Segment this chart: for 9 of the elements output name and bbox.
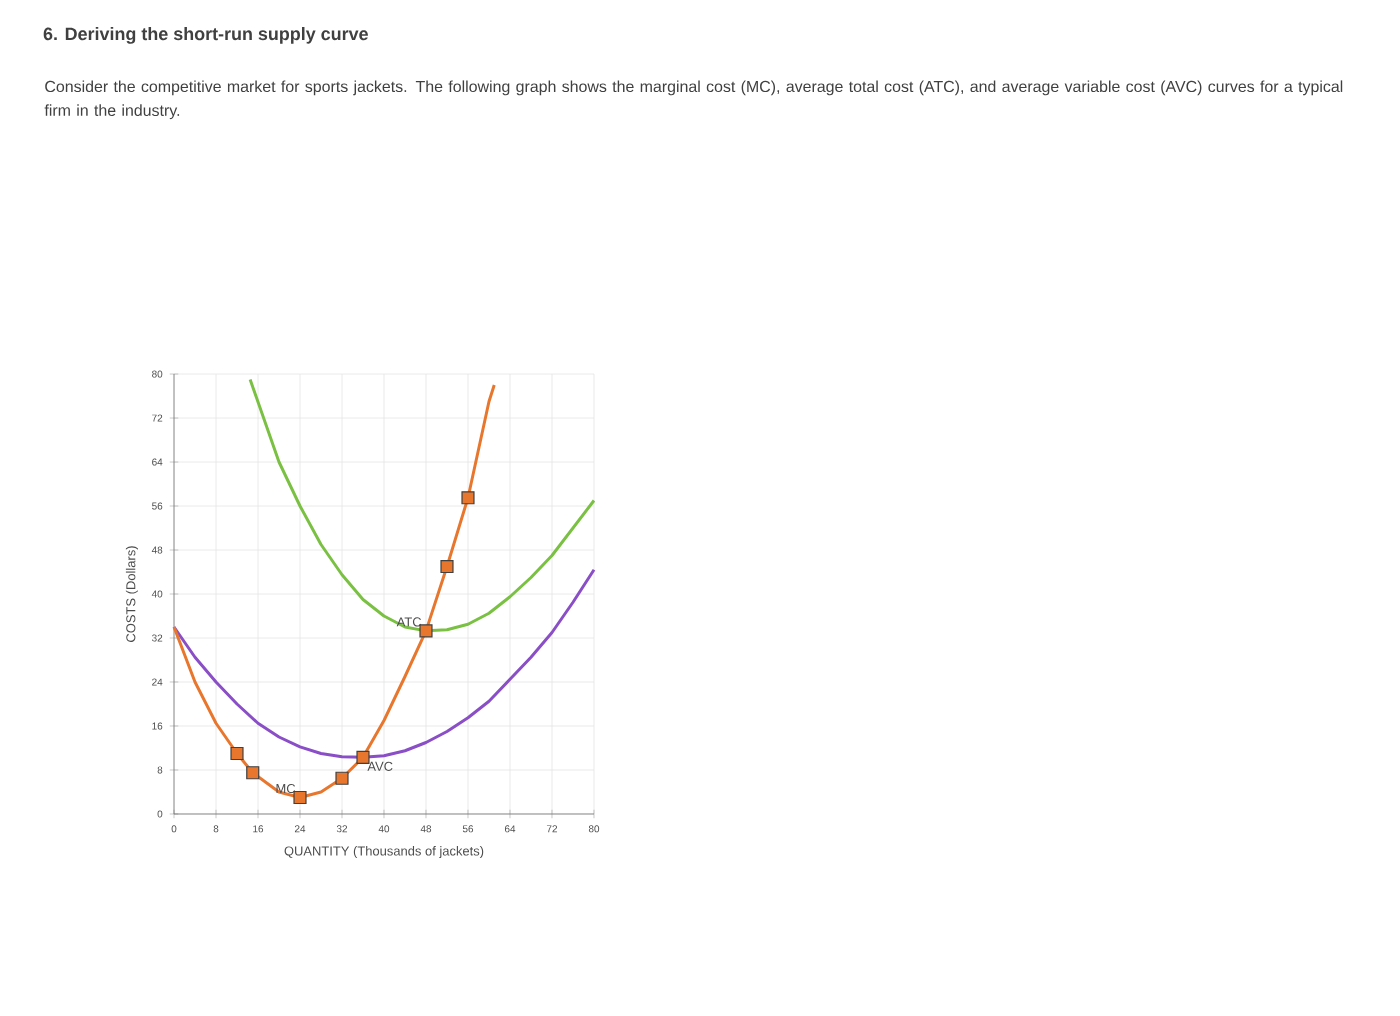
point bbox=[419, 624, 433, 638]
point bbox=[461, 491, 475, 505]
point bbox=[230, 746, 244, 761]
point bbox=[356, 750, 370, 764]
chart-title: 6. Deriving the short-run supply curve bbox=[43, 27, 368, 44]
point bbox=[246, 766, 260, 780]
point bbox=[293, 790, 307, 805]
point bbox=[440, 559, 454, 574]
point bbox=[335, 771, 349, 785]
